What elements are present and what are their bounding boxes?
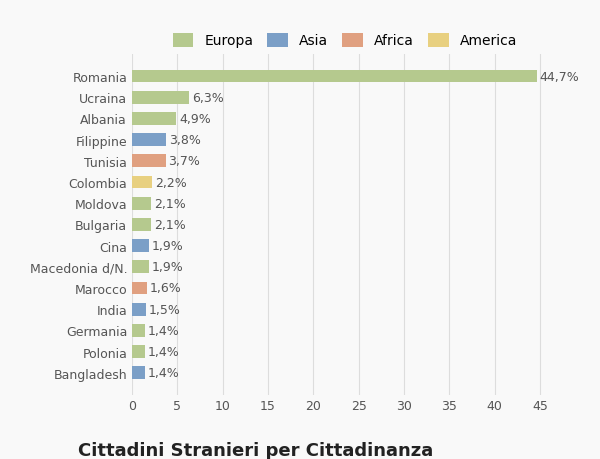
Bar <box>132 282 146 295</box>
Bar <box>132 261 149 274</box>
Text: 1,4%: 1,4% <box>148 324 179 337</box>
Text: Cittadini Stranieri per Cittadinanza: Cittadini Stranieri per Cittadinanza <box>78 441 433 459</box>
Bar <box>132 346 145 358</box>
Bar <box>132 155 166 168</box>
Bar <box>132 134 166 147</box>
Text: 1,9%: 1,9% <box>152 261 184 274</box>
Bar <box>132 197 151 210</box>
Legend: Europa, Asia, Africa, America: Europa, Asia, Africa, America <box>167 28 523 54</box>
Text: 1,5%: 1,5% <box>148 303 180 316</box>
Text: 4,9%: 4,9% <box>179 112 211 126</box>
Bar <box>132 325 145 337</box>
Text: 3,7%: 3,7% <box>168 155 200 168</box>
Text: 1,4%: 1,4% <box>148 345 179 358</box>
Text: 1,4%: 1,4% <box>148 366 179 380</box>
Bar <box>132 303 146 316</box>
Bar <box>132 113 176 125</box>
Text: 2,1%: 2,1% <box>154 197 185 210</box>
Bar <box>132 218 151 231</box>
Text: 1,9%: 1,9% <box>152 240 184 252</box>
Text: 2,2%: 2,2% <box>155 176 187 189</box>
Text: 3,8%: 3,8% <box>169 134 201 147</box>
Text: 44,7%: 44,7% <box>540 70 580 84</box>
Text: 2,1%: 2,1% <box>154 218 185 231</box>
Text: 6,3%: 6,3% <box>192 91 224 105</box>
Bar <box>132 240 149 252</box>
Bar <box>132 92 189 104</box>
Bar <box>132 176 152 189</box>
Text: 1,6%: 1,6% <box>149 282 181 295</box>
Bar <box>132 71 537 83</box>
Bar <box>132 367 145 379</box>
